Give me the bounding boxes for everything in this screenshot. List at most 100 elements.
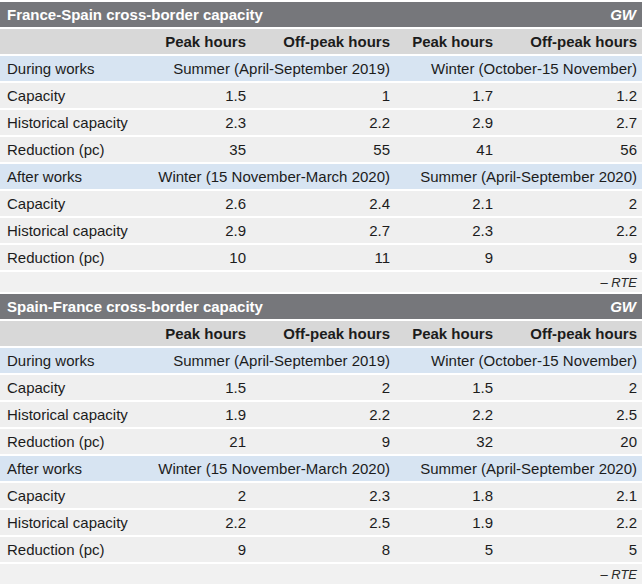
column-header-row: Peak hoursOff-peak hoursPeak hoursOff-pe… [0,321,642,346]
cell-value: 2.9 [150,218,250,243]
source-attribution: – RTE [0,272,642,292]
section-band-row: After worksWinter (15 November-March 202… [0,164,642,189]
cell-value: 1.5 [150,83,250,108]
cell-value: 1.5 [150,375,250,400]
table-row: Reduction (pc)9855 [0,537,642,562]
table-row: Reduction (pc)35554156 [0,137,642,162]
section-period: Summer (April-September 2020) [394,456,642,481]
column-header: Peak hours [150,29,250,54]
column-header: Peak hours [394,29,497,54]
section-period: Summer (April-September 2019) [150,56,394,81]
table-row: Capacity1.521.52 [0,375,642,400]
section-label: During works [0,56,150,81]
cell-value: 56 [497,137,642,162]
column-header-spacer [0,29,150,54]
cell-value: 2.5 [250,510,394,535]
cell-value: 1.9 [150,402,250,427]
capacity-table: Peak hoursOff-peak hoursPeak hoursOff-pe… [0,27,642,272]
column-header: Off-peak hours [497,321,642,346]
column-header: Peak hours [394,321,497,346]
cell-value: 55 [250,137,394,162]
row-label: Reduction (pc) [0,429,150,454]
cell-value: 2.3 [250,483,394,508]
section-band-row: After worksWinter (15 November-March 202… [0,456,642,481]
section-label: After works [0,164,150,189]
cell-value: 5 [497,537,642,562]
table-row: Reduction (pc)2193220 [0,429,642,454]
cell-value: 2.5 [497,402,642,427]
cell-value: 41 [394,137,497,162]
table-title: France-Spain cross-border capacity [7,6,263,23]
section-period: Winter (October-15 November) [394,56,642,81]
cell-value: 2 [250,375,394,400]
table-title: Spain-France cross-border capacity [7,298,263,315]
row-label: Reduction (pc) [0,537,150,562]
section-period: Summer (April-September 2020) [394,164,642,189]
cell-value: 1 [250,83,394,108]
capacity-table-block: Spain-France cross-border capacityGWPeak… [0,294,642,584]
row-label: Capacity [0,375,150,400]
cell-value: 8 [250,537,394,562]
table-row: Historical capacity1.92.22.22.5 [0,402,642,427]
cell-value: 1.9 [394,510,497,535]
section-band-row: During worksSummer (April-September 2019… [0,56,642,81]
source-attribution: – RTE [0,564,642,584]
tables-root: France-Spain cross-border capacity GW Peak… [0,2,642,584]
row-label: Historical capacity [0,110,150,135]
table-row: Capacity1.511.71.2 [0,83,642,108]
column-header: Off-peak hours [497,29,642,54]
cell-value: 2.2 [497,510,642,535]
cell-value: 9 [394,245,497,270]
cell-value: 21 [150,429,250,454]
cell-value: 2.4 [250,191,394,216]
cell-value: 2.3 [150,110,250,135]
cell-value: 32 [394,429,497,454]
cell-value: 2.2 [394,402,497,427]
row-label: Reduction (pc) [0,137,150,162]
section-period: Winter (15 November-March 2020) [150,164,394,189]
cell-value: 2 [150,483,250,508]
table-row: Historical capacity2.32.22.92.7 [0,110,642,135]
cell-value: 2.2 [250,110,394,135]
cell-value: 9 [497,245,642,270]
table-row: Capacity2.62.42.12 [0,191,642,216]
cell-value: 20 [497,429,642,454]
column-header-row: Peak hoursOff-peak hoursPeak hoursOff-pe… [0,29,642,54]
cell-value: 10 [150,245,250,270]
cell-value: 1.8 [394,483,497,508]
unit-label: GW [610,6,636,23]
column-header-spacer [0,321,150,346]
table-title-bar: Spain-France cross-border capacityGW [0,294,642,319]
column-header: Off-peak hours [250,321,394,346]
cell-value: 1.7 [394,83,497,108]
section-period: Winter (15 November-March 2020) [150,456,394,481]
row-label: Historical capacity [0,218,150,243]
capacity-table-block: France-Spain cross-border capacity GW Peak… [0,2,642,292]
capacity-table: Peak hoursOff-peak hoursPeak hoursOff-pe… [0,319,642,564]
cell-value: 2.9 [394,110,497,135]
cell-value: 2.1 [497,483,642,508]
cell-value: 2.6 [150,191,250,216]
cell-value: 2.1 [394,191,497,216]
table-title-bar: France-Spain cross-border capacity GW [0,2,642,27]
cell-value: 2.3 [394,218,497,243]
row-label: Reduction (pc) [0,245,150,270]
row-label: Historical capacity [0,402,150,427]
section-label: During works [0,348,150,373]
cell-value: 9 [150,537,250,562]
table-row: Capacity22.31.82.1 [0,483,642,508]
row-label: Capacity [0,483,150,508]
row-label: Historical capacity [0,510,150,535]
cell-value: 2.2 [497,218,642,243]
column-header: Off-peak hours [250,29,394,54]
column-header: Peak hours [150,321,250,346]
cell-value: 2.2 [250,402,394,427]
cell-value: 2.2 [150,510,250,535]
cell-value: 2 [497,375,642,400]
cell-value: 1.5 [394,375,497,400]
cell-value: 2.7 [497,110,642,135]
section-label: After works [0,456,150,481]
row-label: Capacity [0,83,150,108]
table-row: Historical capacity2.22.51.92.2 [0,510,642,535]
section-period: Summer (April-September 2019) [150,348,394,373]
